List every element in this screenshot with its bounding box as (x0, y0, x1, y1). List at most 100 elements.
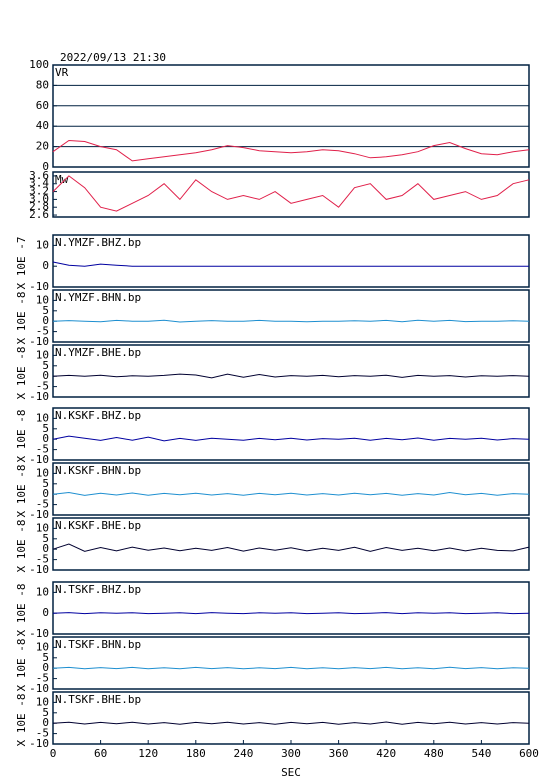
waveform-line (52, 612, 530, 615)
y-tick-label: -10 (29, 627, 49, 640)
y-tick-label: 40 (36, 119, 49, 132)
panel-label: N.YMZF.BHZ.bp (55, 236, 141, 249)
waveform-line (52, 435, 530, 442)
y-axis-label: X 10E -8 (15, 347, 28, 400)
y-tick-label: 0 (42, 314, 49, 327)
y-axis-label: X 10E -8 (15, 465, 28, 518)
y-tick-label: -10 (29, 682, 49, 695)
panel-frame (52, 636, 530, 690)
y-tick-label: 5 (42, 706, 49, 719)
y-axis-label: X 10E -8 (15, 639, 28, 692)
y-tick-label: 0 (42, 606, 49, 619)
panel-label: N.KSKF.BHZ.bp (55, 409, 141, 422)
y-tick-label: 10 (36, 695, 49, 708)
y-tick-label: 10 (36, 411, 49, 424)
y-tick-label: 5 (42, 651, 49, 664)
x-tick-label: 120 (138, 747, 158, 760)
y-tick-label: 10 (36, 640, 49, 653)
y-tick-label: 10 (36, 466, 49, 479)
x-tick-label: 540 (471, 747, 491, 760)
y-tick-label: -10 (29, 737, 49, 750)
panel-label: N.YMZF.BHN.bp (55, 291, 141, 304)
y-tick-label: 100 (29, 58, 49, 71)
waveform-line (52, 666, 530, 670)
waveform-line (52, 261, 529, 267)
panel-label: N.KSKF.BHN.bp (55, 464, 141, 477)
y-tick-label: 80 (36, 78, 49, 91)
x-tick-label: 480 (424, 747, 444, 760)
waveform-line (52, 175, 530, 212)
x-tick-label: 600 (519, 747, 539, 760)
y-tick-label: 5 (42, 422, 49, 435)
y-axis-label: X 10E -8 (15, 584, 28, 637)
x-axis-label: SEC (281, 766, 301, 779)
panel-label: N.KSKF.BHE.bp (55, 519, 141, 532)
y-tick-label: -5 (36, 727, 49, 740)
waveform-line (52, 373, 530, 379)
panel-frame (52, 289, 530, 343)
y-axis-label: X 10E -7 (15, 237, 28, 290)
waveform-line (52, 543, 530, 552)
y-tick-label: 0 (42, 661, 49, 674)
y-tick-label: 10 (36, 585, 49, 598)
panel-label: N.YMZF.BHE.bp (55, 346, 141, 359)
y-tick-label: 10 (36, 293, 49, 306)
y-tick-label: 0 (42, 716, 49, 729)
y-tick-label: 5 (42, 304, 49, 317)
y-tick-label: 0 (42, 542, 49, 555)
y-tick-label: 3.0 (29, 192, 49, 205)
y-tick-label: -5 (36, 498, 49, 511)
y-tick-label: 5 (42, 532, 49, 545)
x-tick-label: 60 (94, 747, 107, 760)
y-tick-label: -10 (29, 335, 49, 348)
y-tick-label: 10 (36, 521, 49, 534)
panel-frame (52, 407, 530, 461)
y-tick-label: 60 (36, 99, 49, 112)
panel-label: VR (55, 66, 69, 79)
y-tick-label: 0 (42, 259, 49, 272)
y-axis-label: X 10E -8 (15, 292, 28, 345)
waveform-line (52, 721, 530, 725)
y-tick-label: -5 (36, 380, 49, 393)
y-tick-label: 2.8 (29, 200, 49, 213)
y-tick-label: 2.6 (29, 208, 49, 221)
panel-frame (52, 64, 530, 168)
x-tick-label: 360 (329, 747, 349, 760)
y-tick-label: -10 (29, 280, 49, 293)
panel-label: N.TSKF.BHZ.bp (55, 583, 141, 596)
y-axis-label: X 10E -8 (15, 410, 28, 463)
y-tick-label: -5 (36, 672, 49, 685)
y-tick-label: 0 (42, 369, 49, 382)
y-tick-label: 10 (36, 238, 49, 251)
y-tick-label: 3.4 (29, 177, 49, 190)
y-axis-label: X 10E -8 (15, 694, 28, 747)
waveform-line (52, 491, 530, 496)
panel-frame (52, 344, 530, 398)
y-tick-label: 0 (42, 160, 49, 173)
panel-label: Mw (55, 173, 69, 186)
x-tick-label: 300 (281, 747, 301, 760)
y-tick-label: -10 (29, 453, 49, 466)
y-tick-label: 20 (36, 140, 49, 153)
y-tick-label: -5 (36, 443, 49, 456)
panel-frame (52, 517, 530, 571)
x-tick-label: 240 (233, 747, 253, 760)
y-tick-label: 3.6 (29, 169, 49, 182)
y-tick-label: 5 (42, 477, 49, 490)
y-tick-label: -5 (36, 325, 49, 338)
y-tick-label: 10 (36, 348, 49, 361)
y-tick-label: -5 (36, 553, 49, 566)
y-tick-label: 0 (42, 432, 49, 445)
y-tick-label: 0 (42, 487, 49, 500)
y-tick-label: -10 (29, 390, 49, 403)
x-tick-label: 0 (50, 747, 57, 760)
panel-frame (52, 171, 530, 218)
x-tick-label: 180 (186, 747, 206, 760)
y-tick-label: -10 (29, 508, 49, 521)
waveform-line (52, 319, 530, 323)
panel-frame (52, 581, 530, 635)
panel-frame (52, 234, 530, 288)
panel-label: N.TSKF.BHE.bp (55, 693, 141, 706)
x-tick-label: 420 (376, 747, 396, 760)
